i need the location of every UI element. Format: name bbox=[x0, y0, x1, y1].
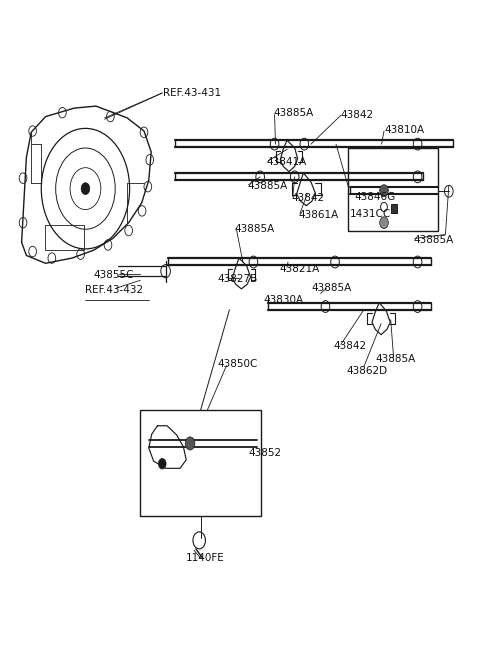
Text: 43842: 43842 bbox=[341, 110, 374, 121]
Text: 43841A: 43841A bbox=[266, 157, 307, 168]
Text: 43842: 43842 bbox=[292, 193, 325, 203]
Text: 43827B: 43827B bbox=[217, 274, 257, 284]
Text: 43862D: 43862D bbox=[347, 365, 388, 376]
Bar bbox=[391, 204, 397, 213]
Text: 43885A: 43885A bbox=[274, 107, 314, 118]
Text: 43852: 43852 bbox=[249, 448, 282, 458]
Circle shape bbox=[380, 217, 388, 229]
Bar bbox=[140, 410, 261, 516]
Text: 43842: 43842 bbox=[334, 341, 367, 351]
Text: REF.43-431: REF.43-431 bbox=[163, 88, 221, 98]
Text: 43861A: 43861A bbox=[299, 210, 339, 220]
Circle shape bbox=[380, 185, 388, 196]
Text: 43830A: 43830A bbox=[263, 295, 303, 305]
Text: 43885A: 43885A bbox=[375, 354, 416, 364]
Text: 43885A: 43885A bbox=[414, 234, 454, 245]
Text: 1431CC: 1431CC bbox=[349, 208, 391, 219]
Text: REF.43-432: REF.43-432 bbox=[85, 284, 144, 295]
Text: 43885A: 43885A bbox=[234, 224, 275, 234]
Circle shape bbox=[81, 183, 90, 195]
Text: 43850C: 43850C bbox=[217, 359, 257, 369]
Text: 1140FE: 1140FE bbox=[186, 553, 225, 563]
Text: 43821A: 43821A bbox=[279, 263, 320, 274]
Circle shape bbox=[158, 458, 166, 469]
Text: 43846G: 43846G bbox=[354, 191, 396, 202]
Circle shape bbox=[185, 437, 195, 450]
Bar bbox=[348, 148, 438, 231]
Text: 43810A: 43810A bbox=[384, 124, 424, 135]
Bar bbox=[45, 225, 84, 250]
Text: 43885A: 43885A bbox=[311, 283, 351, 293]
Text: 43855C: 43855C bbox=[94, 270, 134, 280]
Text: 43885A: 43885A bbox=[247, 181, 288, 191]
